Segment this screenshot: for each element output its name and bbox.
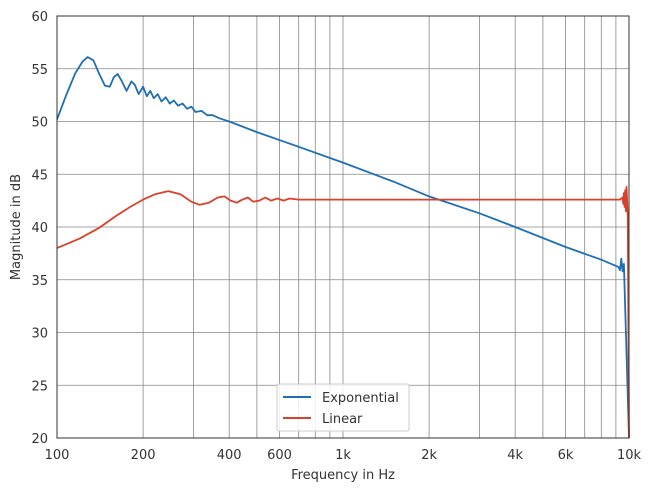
x-tick-label: 200	[131, 448, 156, 463]
x-tick-labels: 100 200 400 600 1k 2k 4k 6k 10k	[45, 448, 642, 463]
y-tick-label: 45	[31, 168, 48, 183]
x-tick-label: 400	[217, 448, 242, 463]
y-tick-label: 40	[31, 221, 48, 236]
y-axis-label: Magnitude in dB	[9, 174, 24, 280]
y-tick-label: 50	[31, 116, 48, 131]
series-line-exponential	[56, 56, 630, 439]
y-tick-label: 60	[31, 10, 48, 25]
series-line-linear	[56, 185, 630, 439]
legend: Exponential Linear	[276, 383, 410, 432]
grid	[57, 16, 629, 438]
y-tick-label: 30	[31, 327, 48, 342]
x-tick-label: 1k	[335, 448, 351, 463]
x-tick-label: 10k	[617, 448, 642, 463]
y-tick-labels: 20 25 30 35 40 45 50 55 60	[31, 10, 48, 447]
y-tick-label: 25	[31, 379, 48, 394]
x-tick-label: 6k	[558, 448, 574, 463]
legend-label-exponential: Exponential	[322, 391, 399, 406]
series-lines	[56, 56, 630, 439]
y-tick-label: 35	[31, 274, 48, 289]
x-tick-label: 2k	[421, 448, 437, 463]
x-tick-label: 100	[45, 448, 70, 463]
x-tick-label: 4k	[507, 448, 523, 463]
legend-box	[276, 383, 410, 432]
legend-label-linear: Linear	[322, 412, 363, 427]
plot-frame	[56, 15, 630, 439]
x-axis-label: Frequency in Hz	[291, 468, 395, 483]
y-tick-label: 55	[31, 63, 48, 78]
x-tick-label: 600	[267, 448, 292, 463]
y-tick-label: 20	[31, 432, 48, 447]
